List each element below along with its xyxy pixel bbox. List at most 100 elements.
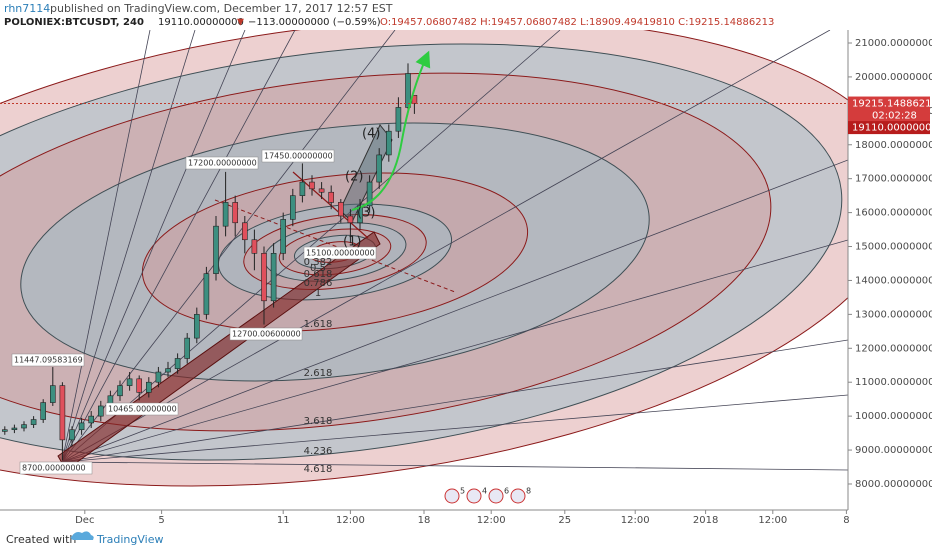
event-count: 4: [482, 487, 487, 496]
bid-tag: [848, 121, 930, 135]
last-price-tag: [848, 96, 930, 123]
candle-body: [69, 429, 75, 441]
fib-trend-line: [214, 199, 456, 293]
candle-body: [366, 181, 373, 207]
x-tick-label: 18: [418, 515, 431, 526]
fib-level-label: 2.618: [304, 368, 333, 379]
candle-body: [136, 378, 142, 393]
x-tick-label: 8: [843, 515, 849, 526]
candle-body: [318, 188, 325, 193]
price-note: 17450.00000000: [264, 152, 333, 161]
candle-body: [385, 130, 392, 156]
x-tick-label: 12:00: [621, 515, 650, 526]
candle-body: [126, 378, 133, 386]
x-tick-label: Dec: [75, 515, 94, 526]
price-note-box: [185, 156, 259, 170]
fan-line: [61, 394, 848, 463]
y-tick-label: 12000.00000000: [855, 343, 932, 354]
trend-line: [292, 171, 369, 239]
price-note: 8700.00000000: [22, 464, 86, 473]
candle-body: [222, 202, 229, 227]
event-count: 5: [460, 487, 465, 496]
candle-body: [165, 368, 171, 373]
fan-line: [61, 239, 848, 463]
y-tick-label: 21000.00000000: [855, 38, 932, 49]
fan-line: [61, 30, 831, 463]
y-tick-label: 14000.00000000: [855, 275, 932, 286]
x-tick-label: 2018: [693, 515, 718, 526]
candle-body: [59, 385, 66, 441]
fan-line: [61, 30, 296, 463]
candle-body: [11, 427, 18, 431]
x-tick-label: 5: [158, 515, 164, 526]
price-note: 15100.00000000: [306, 249, 375, 258]
price-note-box: [261, 149, 335, 163]
candle-body: [1, 429, 8, 432]
candle-body: [78, 422, 85, 431]
candle-body: [251, 239, 258, 254]
price-note-box: [105, 402, 179, 416]
y-tick-label: 15000.00000000: [855, 242, 932, 253]
y-tick-label: 10000.00000000: [855, 411, 932, 422]
candle-body: [347, 215, 354, 224]
candle-body: [405, 73, 411, 108]
candle-body: [357, 205, 363, 224]
price-note: 11447.09583169: [14, 356, 83, 365]
wave-label: (1): [343, 235, 361, 250]
fan-line: [61, 461, 848, 471]
change: −113.00000000 (−0.59%): [248, 17, 381, 28]
bid-label: 19110.00000000: [852, 123, 932, 134]
y-tick-label: 11000.00000000: [855, 377, 932, 388]
candle-body: [395, 107, 402, 132]
candle-body: [203, 273, 210, 315]
x-tick-label: 25: [558, 515, 571, 526]
published: published on TradingView.com, December 1…: [50, 2, 393, 15]
candle-body: [242, 222, 248, 241]
candle-body: [98, 405, 104, 417]
fib-level-label: 1: [315, 288, 321, 299]
event-badge: [466, 488, 482, 504]
candle-body: [376, 154, 383, 183]
user[interactable]: rhn7114: [4, 2, 50, 15]
fib-level-label: 0.786: [304, 278, 333, 289]
footer-brand[interactable]: TradingView: [96, 533, 163, 546]
candle-body: [328, 191, 335, 203]
candle-body: [49, 385, 56, 403]
fib-level-label: 1.618: [304, 319, 333, 330]
price-note-box: [11, 353, 85, 367]
candle-body: [289, 195, 296, 220]
footer-created: Created with: [6, 533, 76, 546]
candle-body: [261, 253, 267, 302]
y-tick-label: 13000.00000000: [855, 309, 932, 320]
x-tick-label: 12:00: [477, 515, 506, 526]
x-tick-label: 12:00: [758, 515, 787, 526]
x-tick-label: 12:00: [336, 515, 365, 526]
price-note: 10465.00000000: [108, 405, 177, 414]
event-badge: [444, 488, 460, 504]
fib-level-label: 0.5: [310, 263, 326, 274]
wave-label: (2): [345, 170, 363, 185]
candle-body: [117, 385, 123, 397]
fib-level-label: 4.236: [304, 446, 333, 457]
y-tick-label: 18000.00000000: [855, 140, 932, 151]
price-note-box: [229, 327, 303, 341]
candle-body: [337, 202, 344, 217]
price-note-box: [303, 246, 377, 260]
fan-line: [61, 30, 196, 463]
candle-body: [88, 415, 94, 424]
logo: [70, 531, 94, 540]
symbol: POLONIEX:BTCUSDT, 240: [4, 17, 144, 28]
candle-body: [232, 202, 238, 224]
candle-body: [146, 381, 152, 393]
candle-body: [30, 419, 37, 425]
candle-body: [309, 181, 315, 190]
event-count: 8: [526, 487, 531, 496]
last-price-label: 19215.14886213: [852, 99, 932, 110]
candle-body: [21, 424, 27, 429]
y-tick-label: 9000.00000000: [855, 445, 932, 456]
fan-line: [61, 339, 848, 463]
wave-label: (3): [357, 206, 375, 221]
price-note-box: [19, 461, 93, 475]
ohlc: O:19457.06807482 H:19457.06807482 L:1890…: [380, 17, 774, 28]
